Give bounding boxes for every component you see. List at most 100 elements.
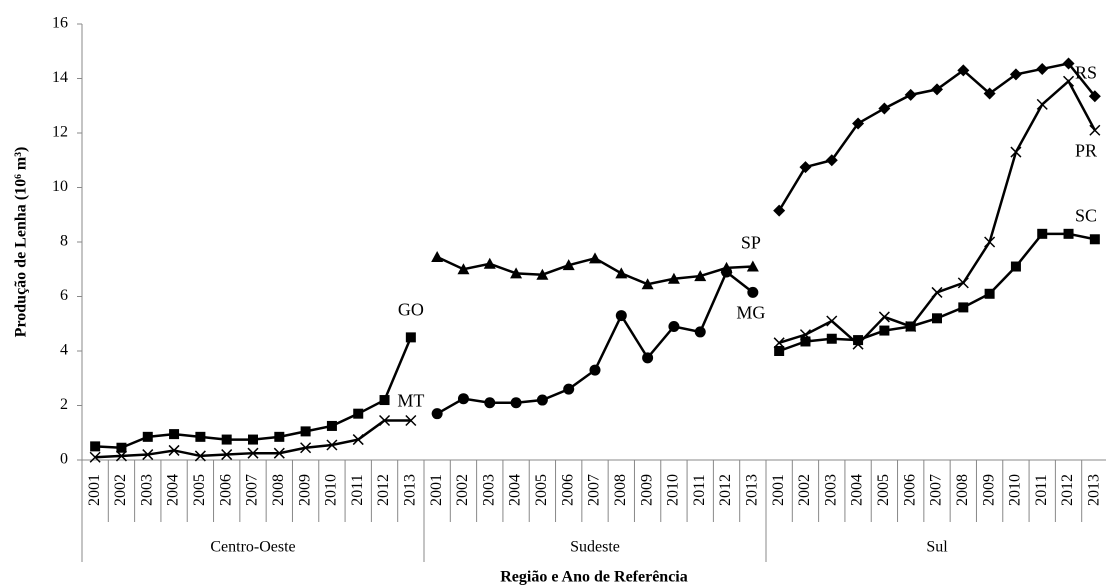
marker — [353, 408, 364, 419]
line — [436, 270, 754, 415]
group-label: Sul — [926, 539, 948, 556]
series-label: SC — [1075, 205, 1097, 225]
x-tick-label: 2011 — [691, 474, 708, 505]
x-tick-label: 2010 — [323, 474, 340, 506]
marker — [274, 431, 285, 442]
x-tick-label: 2006 — [217, 474, 234, 506]
marker — [932, 313, 942, 324]
marker — [800, 336, 811, 347]
marker — [457, 393, 469, 405]
x-tick-label: 2002 — [796, 474, 813, 506]
marker — [116, 442, 127, 453]
marker — [904, 88, 917, 101]
marker — [931, 286, 943, 298]
marker — [1010, 261, 1021, 272]
x-tick-label: 2008 — [954, 474, 971, 506]
x-tick-label: 2003 — [480, 474, 497, 506]
marker — [826, 315, 838, 327]
y-tick-label: 12 — [52, 124, 68, 141]
series-label: RS — [1075, 62, 1097, 82]
x-tick-label: 2012 — [717, 474, 734, 506]
x-tick-label: 2003 — [822, 474, 839, 506]
x-tick-label: 2002 — [112, 474, 129, 506]
marker — [562, 259, 575, 271]
marker — [300, 442, 312, 454]
x-tick-label: 2006 — [901, 474, 918, 506]
series-label: MG — [736, 303, 765, 323]
x-tick-label: 2010 — [665, 474, 682, 506]
marker — [589, 252, 601, 264]
x-tick-label: 2007 — [586, 474, 603, 506]
marker — [721, 266, 733, 278]
series-label: GO — [398, 300, 424, 320]
x-tick-label: 2004 — [849, 474, 866, 506]
marker — [221, 434, 232, 445]
marker — [1037, 228, 1048, 239]
marker — [694, 326, 706, 338]
y-tick-label: 2 — [60, 396, 68, 413]
marker — [483, 257, 496, 269]
marker — [1089, 124, 1101, 136]
marker — [694, 270, 707, 282]
marker — [221, 449, 233, 461]
x-tick-label: 2008 — [612, 474, 629, 506]
marker — [878, 311, 890, 323]
marker — [536, 268, 549, 280]
y-tick-label: 10 — [52, 178, 68, 195]
marker — [746, 260, 759, 272]
marker — [1036, 98, 1048, 110]
marker — [1088, 90, 1101, 103]
marker — [1063, 75, 1075, 87]
x-tick-label: 2005 — [875, 474, 892, 506]
marker — [957, 64, 970, 77]
marker — [90, 441, 101, 452]
series-label: PR — [1075, 140, 1097, 160]
marker — [879, 325, 890, 336]
marker — [984, 236, 996, 248]
marker — [984, 288, 995, 299]
line — [778, 79, 1096, 346]
marker — [484, 397, 496, 409]
marker — [248, 434, 258, 445]
marker — [589, 364, 601, 376]
x-tick-label: 2005 — [191, 474, 208, 506]
marker — [1009, 68, 1022, 81]
marker — [853, 335, 864, 346]
x-tick-label: 2007 — [244, 474, 261, 506]
marker — [983, 87, 996, 100]
marker — [89, 451, 101, 463]
marker — [668, 320, 680, 332]
x-tick-label: 2009 — [980, 474, 997, 506]
marker — [852, 117, 865, 130]
x-tick-label: 2008 — [270, 474, 287, 506]
marker — [379, 414, 391, 427]
x-tick-label: 2011 — [349, 474, 366, 505]
line — [95, 336, 412, 449]
marker — [194, 450, 206, 462]
x-tick-label: 2001 — [428, 474, 445, 506]
marker — [115, 450, 127, 462]
marker — [957, 277, 969, 289]
marker — [615, 267, 628, 279]
marker — [826, 333, 837, 344]
x-tick-label: 2013 — [402, 474, 419, 506]
marker — [379, 395, 390, 406]
marker — [142, 449, 154, 461]
marker — [142, 431, 153, 442]
marker — [773, 204, 786, 217]
y-tick-label: 6 — [60, 287, 68, 304]
marker — [431, 250, 444, 262]
marker — [405, 414, 417, 427]
marker — [1063, 228, 1074, 239]
marker — [825, 154, 838, 167]
y-tick-label: 16 — [52, 15, 68, 32]
marker — [1089, 234, 1100, 245]
x-tick-label: 2001 — [770, 474, 787, 506]
x-tick-label: 2010 — [1007, 474, 1024, 506]
marker — [1010, 146, 1022, 158]
marker — [510, 397, 522, 409]
x-tick-label: 2013 — [744, 474, 761, 506]
marker — [641, 278, 654, 290]
x-tick-label: 2009 — [638, 474, 655, 506]
